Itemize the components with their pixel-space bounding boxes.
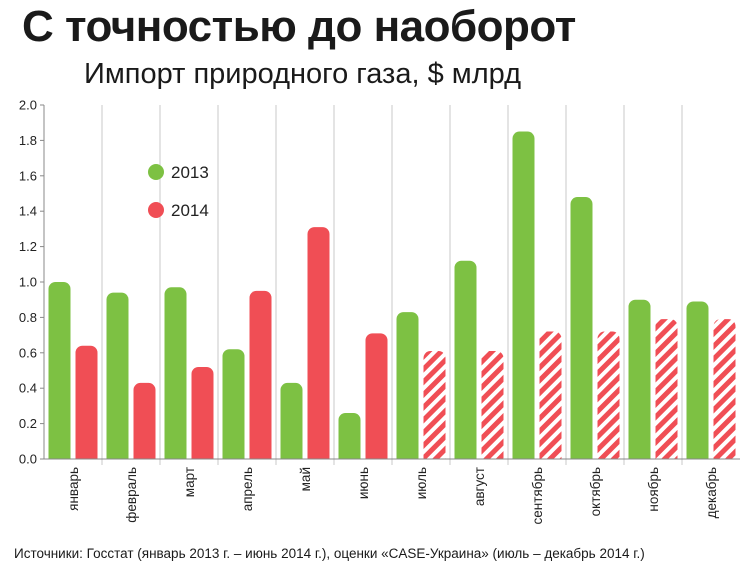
y-tick-label: 0.4 xyxy=(19,381,37,396)
bar-2013-6 xyxy=(338,412,361,459)
bar-2013-base xyxy=(396,451,419,459)
source-note: Источники: Госстат (январь 2013 г. – июн… xyxy=(14,546,645,561)
bar-2014-base xyxy=(655,451,678,459)
x-category-label: январь xyxy=(66,467,81,511)
bar-2014-10 xyxy=(597,331,620,459)
y-tick-label: 2.0 xyxy=(19,98,37,113)
bar-2013-5 xyxy=(280,382,303,459)
bar-2014-9 xyxy=(539,331,562,459)
bar-2014-3 xyxy=(191,366,214,459)
x-category-label: октябрь xyxy=(588,467,603,516)
bar-2014-6 xyxy=(365,333,388,459)
y-tick-label: 0.6 xyxy=(19,345,37,360)
bar-2014-base xyxy=(713,451,736,459)
y-tick-label: 0.2 xyxy=(19,416,37,431)
bar-2014-base xyxy=(481,451,504,459)
x-category-label: июнь xyxy=(356,467,371,499)
bar-2013-4 xyxy=(222,349,245,459)
x-category-label: июль xyxy=(414,467,429,499)
y-tick-label: 1.6 xyxy=(19,168,37,183)
bar-2014-11 xyxy=(655,319,678,459)
bar-2014-base xyxy=(133,451,156,459)
y-tick-label: 1.0 xyxy=(19,275,37,290)
bar-2013-base xyxy=(106,451,129,459)
bar-2013-base xyxy=(222,451,245,459)
bar-2014-base xyxy=(539,451,562,459)
legend-label-2013: 2013 xyxy=(171,163,209,182)
bar-2013-base xyxy=(454,451,477,459)
bar-2014-base xyxy=(365,451,388,459)
y-tick-label: 1.8 xyxy=(19,133,37,148)
bar-2014-5 xyxy=(307,227,330,459)
bar-2014-base xyxy=(249,451,272,459)
bar-2013-base xyxy=(164,451,187,459)
x-category-label: декабрь xyxy=(704,467,719,518)
bar-2013-base xyxy=(48,451,71,459)
bar-2014-base xyxy=(191,451,214,459)
bar-2014-1 xyxy=(75,345,98,459)
y-tick-label: 1.2 xyxy=(19,239,37,254)
bar-2013-base xyxy=(280,451,303,459)
legend-swatch-2014 xyxy=(148,202,164,218)
chart-title: С точностью до наоборот xyxy=(22,2,576,51)
bar-2013-base xyxy=(570,451,593,459)
bar-2014-base xyxy=(423,451,446,459)
bar-2013-12 xyxy=(686,301,709,459)
legend-swatch-2013 xyxy=(148,164,164,180)
bar-2014-8 xyxy=(481,351,504,459)
bar-2013-1 xyxy=(48,282,71,459)
bar-2013-2 xyxy=(106,292,129,459)
bar-2013-3 xyxy=(164,287,187,459)
bar-2013-base xyxy=(338,451,361,459)
x-category-label: май xyxy=(298,467,313,491)
bar-2013-base xyxy=(512,451,535,459)
bar-2014-2 xyxy=(133,382,156,459)
y-tick-label: 0.0 xyxy=(19,452,37,467)
bar-2013-base xyxy=(686,451,709,459)
bar-2014-4 xyxy=(249,290,272,459)
x-category-label: февраль xyxy=(124,467,139,523)
bar-2013-10 xyxy=(570,197,593,460)
bar-2014-base xyxy=(307,451,330,459)
x-category-label: август xyxy=(472,467,487,506)
bar-2014-7 xyxy=(423,351,446,459)
bar-2014-12 xyxy=(713,319,736,459)
x-category-label: сентябрь xyxy=(530,467,545,524)
y-tick-label: 1.4 xyxy=(19,204,37,219)
bar-2014-base xyxy=(597,451,620,459)
x-category-label: ноябрь xyxy=(646,467,661,512)
bar-2013-7 xyxy=(396,312,419,459)
chart-subtitle: Импорт природного газа, $ млрд xyxy=(84,58,521,90)
legend-label-2014: 2014 xyxy=(171,201,209,220)
bar-2013-11 xyxy=(628,299,651,459)
x-category-label: апрель xyxy=(240,467,255,511)
bar-2013-base xyxy=(628,451,651,459)
bar-2013-9 xyxy=(512,131,535,460)
x-category-label: март xyxy=(182,467,197,497)
bar-2013-8 xyxy=(454,260,477,459)
y-tick-label: 0.8 xyxy=(19,310,37,325)
bar-2014-base xyxy=(75,451,98,459)
